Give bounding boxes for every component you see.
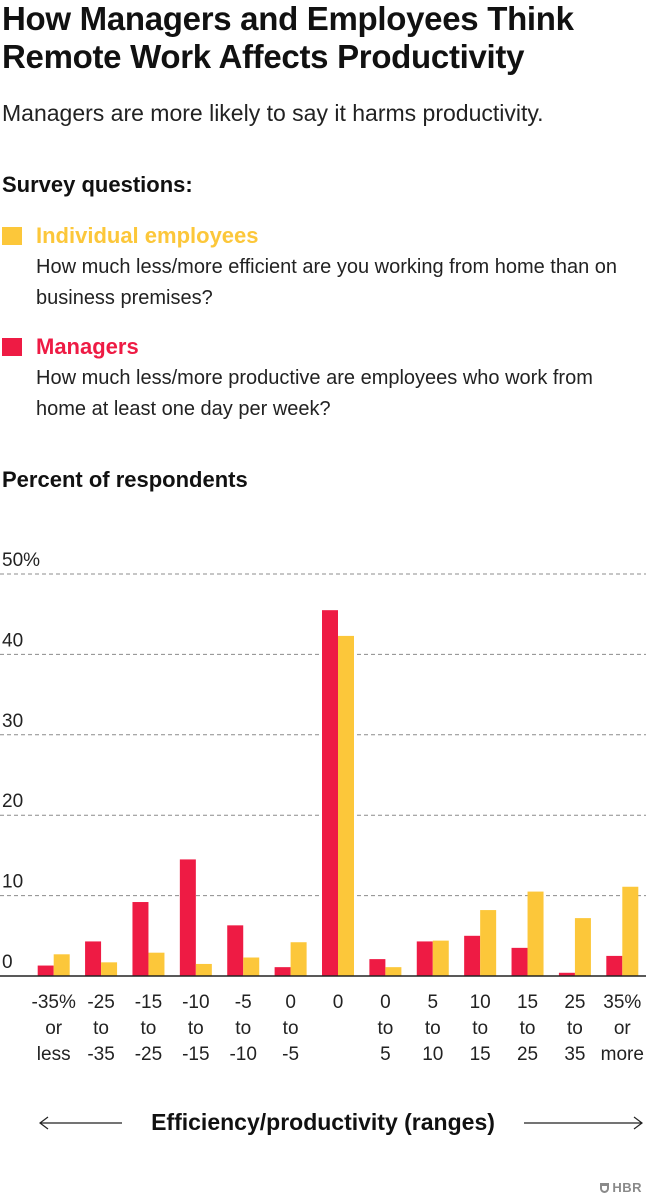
x-tick-label: 25 <box>564 992 585 1013</box>
legend-name-managers: Managers <box>36 334 139 359</box>
x-tick-label: 15 <box>470 1044 491 1065</box>
x-tick-label: -35 <box>87 1044 114 1065</box>
y-tick-label: 50% <box>2 550 40 571</box>
x-tick-label: to <box>567 1018 583 1039</box>
x-tick-label: 5 <box>427 992 438 1013</box>
bar-employees <box>385 967 402 976</box>
x-tick-label: to <box>520 1018 536 1039</box>
x-tick-label: -5 <box>282 1044 299 1065</box>
x-tick-label: 0 <box>285 992 296 1013</box>
x-tick-label: -25 <box>87 992 114 1013</box>
bar-employees <box>148 952 165 976</box>
legend-question-employees: How much less/more efficient are you wor… <box>36 256 618 309</box>
bar-managers <box>179 859 196 976</box>
bar-employees <box>527 891 544 976</box>
x-tick-label: to <box>141 1018 157 1039</box>
x-tick-label: 0 <box>380 992 391 1013</box>
hbr-brand: HBR <box>612 1180 642 1195</box>
bar-managers <box>511 947 528 976</box>
x-tick-label: to <box>283 1018 299 1039</box>
x-tick-label: less <box>37 1044 71 1065</box>
x-tick-label: 0 <box>333 992 344 1013</box>
bar-managers <box>274 967 291 976</box>
bar-managers <box>85 941 102 976</box>
x-axis-label-row: Efficiency/productivity (ranges) <box>0 1104 646 1140</box>
legend-swatch-managers <box>2 338 22 356</box>
x-tick-label: -10 <box>182 992 209 1013</box>
bar-managers <box>322 610 338 976</box>
bar-employees <box>243 957 260 976</box>
x-tick-label: -15 <box>135 992 162 1013</box>
shield-icon <box>600 1183 610 1193</box>
x-tick-label: or <box>614 1018 632 1039</box>
x-axis-label: Efficiency/productivity (ranges) <box>151 1109 495 1135</box>
x-tick-label: -35% <box>32 992 76 1013</box>
x-tick-label: 5 <box>380 1044 391 1065</box>
bar-managers <box>464 935 481 976</box>
bar-employees <box>574 918 591 976</box>
x-tick-label: more <box>601 1044 644 1065</box>
x-tick-label: -15 <box>182 1044 209 1065</box>
x-tick-label: -25 <box>135 1044 162 1065</box>
bar-employees <box>53 954 70 976</box>
x-tick-label: to <box>188 1018 204 1039</box>
x-tick-label: or <box>45 1018 63 1039</box>
x-tick-label: 35% <box>603 992 641 1013</box>
y-tick-label: 40 <box>2 630 23 651</box>
bar-employees <box>480 910 497 976</box>
chart-subtitle: Managers are more likely to say it harms… <box>2 100 544 126</box>
bar-managers <box>227 925 244 976</box>
x-tick-label: -10 <box>229 1044 256 1065</box>
x-tick-label: 35 <box>564 1044 585 1065</box>
bar-employees <box>101 962 118 976</box>
legend-name-employees: Individual employees <box>36 223 259 248</box>
bar-managers <box>558 972 575 976</box>
bar-employees <box>338 635 354 976</box>
bar-employees <box>622 886 639 976</box>
bar-chart: 0 10 20 30 40 50% -35% or less -25 to -35 -15 to -25 -1… <box>0 550 646 1065</box>
x-tick-label: to <box>425 1018 441 1039</box>
bar-managers <box>369 959 386 976</box>
chart-title: How Managers and Employees Think Remote … <box>2 0 574 75</box>
legend-question-managers: How much less/more productive are employ… <box>36 367 593 420</box>
x-tick-label: to <box>377 1018 393 1039</box>
y-tick-label: 20 <box>2 791 23 812</box>
x-tick-label: -5 <box>235 992 252 1013</box>
y-tick-label: 30 <box>2 711 23 732</box>
bar-managers <box>132 902 149 976</box>
x-tick-label: 25 <box>517 1044 538 1065</box>
x-tick-label: to <box>93 1018 109 1039</box>
bar-employees <box>195 963 212 976</box>
x-tick-label: 10 <box>422 1044 443 1065</box>
bar-employees <box>432 940 449 976</box>
y-axis-heading: Percent of respondents <box>2 467 248 492</box>
bar-managers <box>37 965 54 976</box>
x-tick-label: 10 <box>470 992 491 1013</box>
x-tick-label: to <box>472 1018 488 1039</box>
x-axis-arrows <box>39 1116 643 1130</box>
x-tick-label: to <box>235 1018 251 1039</box>
bar-managers <box>416 941 433 976</box>
x-tick-label: 15 <box>517 992 538 1013</box>
survey-questions-heading: Survey questions: <box>2 172 193 197</box>
hbr-logo: HBR <box>600 1180 642 1195</box>
bar-employees <box>290 942 307 976</box>
y-tick-label: 0 <box>2 952 13 973</box>
y-tick-label: 10 <box>2 872 23 893</box>
bar-managers <box>606 955 623 976</box>
legend-swatch-employees <box>2 227 22 245</box>
